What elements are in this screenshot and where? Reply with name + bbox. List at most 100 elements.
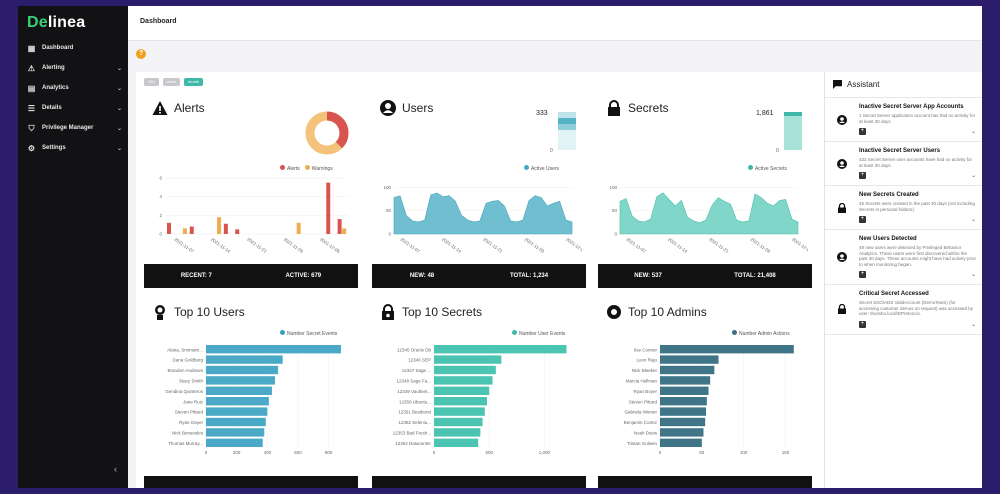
user-badge-icon [155, 305, 165, 320]
shield-icon: ⛉ [28, 123, 35, 133]
secrets-count: 1,861 [756, 110, 774, 117]
alerts-recent: RECENT: 7 [180, 273, 212, 279]
data-bar [660, 365, 715, 375]
x-tick-label: 500 [485, 450, 493, 455]
top-admins-footer [598, 476, 812, 488]
assistant-item[interactable]: New Secrets Created 45 Secrets were creat… [825, 186, 982, 230]
assistant-item[interactable]: New Users Detected 48 new users were dete… [825, 230, 982, 285]
sidebar-nav: ▦ Dashboard ⚠ Alerting ⌄ ▤ Analytics ⌄ ☰ Details ⌄… [18, 38, 128, 158]
collapse-sidebar-icon[interactable]: ‹ [114, 464, 117, 474]
data-bar [660, 417, 706, 427]
add-icon[interactable]: + [859, 320, 866, 328]
data-bar [434, 438, 479, 447]
assistant-item-title: New Secrets Created [859, 192, 919, 198]
chevron-down-icon[interactable]: ⌄ [970, 129, 976, 135]
x-tick-label: 2021-11-28 [524, 237, 546, 254]
top-users-footer [144, 476, 358, 488]
row-label: Noah Davis [634, 430, 658, 435]
data-bar [206, 355, 283, 364]
warning-bar [296, 222, 301, 234]
users-area-chart: 0 50 100 2021-11-07 2021-11-14 2021-11-21 2021… [383, 185, 582, 254]
alerts-stat-bar: RECENT: 7 ACTIVE: 679 [144, 264, 358, 288]
x-tick-label: 100 [740, 450, 748, 455]
chip-month[interactable]: month [184, 78, 204, 86]
assistant-item-title: Inactive Secret Server App Accounts [859, 104, 964, 110]
warning-icon [152, 101, 168, 115]
x-tick-label: 2021-11-14 [667, 237, 689, 254]
user-icon [837, 158, 847, 169]
sidebar-item-details[interactable]: ☰ Details ⌄ [27, 103, 122, 113]
users-stat-bar: NEW: 48 TOTAL: 1,234 [372, 264, 586, 288]
chevron-down-icon: ⌄ [116, 105, 122, 112]
data-bar [434, 386, 490, 395]
assistant-header: Assistant [825, 72, 982, 98]
chevron-down-icon[interactable]: ⌄ [970, 321, 976, 328]
add-icon[interactable]: + [859, 172, 866, 179]
row-label: Marcia Hellman [626, 378, 658, 383]
assistant-item[interactable]: Inactive Secret Server Users 433 Secret S… [825, 142, 982, 186]
alerts-active: ACTIVE: 679 [285, 273, 322, 279]
x-tick-label: 2021-11-07 [173, 237, 195, 254]
alerts-legend: Alerts Warnings [280, 165, 333, 172]
row-label: Brandon Andrews [167, 368, 203, 373]
alert-bar [189, 226, 194, 234]
warning-bar [217, 217, 222, 234]
row-label: Alana, Smirnam... [167, 347, 203, 352]
data-bar [434, 407, 485, 416]
sidebar-item-dashboard[interactable]: ▦ Dashboard [27, 43, 74, 53]
row-label: Ryan Boyer [633, 389, 657, 394]
x-tick-label: 200 [233, 450, 241, 455]
chevron-down-icon[interactable]: ⌄ [970, 272, 976, 278]
data-bar [434, 376, 493, 385]
sidebar-item-analytics[interactable]: ▤ Analytics ⌄ [27, 83, 122, 93]
assistant-item[interactable]: Critical Secret Accessed Secret SSO\ADS V… [825, 285, 982, 335]
data-bar [206, 376, 275, 385]
sidebar-item-settings[interactable]: ⚙ Settings ⌄ [27, 143, 122, 153]
users-title: Users [380, 100, 433, 116]
data-bar [660, 386, 709, 395]
chip-24h[interactable]: 24h [144, 78, 159, 86]
data-bar [660, 355, 719, 364]
x-tick-label: 50 [699, 450, 705, 455]
alert-bar [337, 219, 342, 234]
sidebar-item-alerting[interactable]: ⚠ Alerting ⌄ [27, 63, 122, 73]
x-tick-label: 0 [433, 450, 436, 455]
secrets-legend: Active Secrets [748, 165, 787, 172]
sidebar: Delinea ▦ Dashboard ⚠ Alerting ⌄ ▤ Analytics ⌄ ☰… [18, 6, 128, 488]
chevron-down-icon[interactable]: ⌄ [970, 217, 976, 223]
data-bar [206, 407, 268, 416]
data-bar [660, 428, 704, 437]
alerts-bar-chart: 0 2 4 6 2021-11-07 2021-11-14 2021-11-21 2021-1… [159, 176, 348, 254]
assistant-item-desc: Secret SSO\ADS ValidAccount (DemoTeam) (… [859, 300, 974, 316]
chevron-down-icon: ⌄ [116, 145, 122, 152]
alert-bar [223, 223, 228, 234]
row-label: Nick Bleeker [632, 368, 658, 373]
add-icon[interactable]: + [859, 216, 866, 223]
x-tick-label: 2021-11-07 [399, 237, 421, 254]
row-label: 12353 Bad Fresh... [393, 430, 431, 435]
assistant-item[interactable]: Inactive Secret Server App Accounts 1 Sec… [825, 98, 982, 142]
chip-week[interactable]: week [162, 78, 181, 86]
time-range-chips: 24h week month [144, 78, 204, 86]
sidebar-item-privilege-manager[interactable]: ⛉ Privilege Manager ⌄ [28, 123, 123, 133]
add-icon[interactable]: + [859, 128, 866, 135]
chevron-down-icon[interactable]: ⌄ [970, 173, 976, 179]
alerts-donut-chart [305, 111, 349, 155]
secrets-title: Secrets [606, 100, 669, 116]
warning-icon: ⚠ [27, 63, 36, 73]
y-tick-label: 0 [159, 232, 162, 237]
brand-logo[interactable]: Delinea [27, 14, 86, 31]
chevron-down-icon: ⌄ [116, 65, 122, 72]
assistant-item-title: Inactive Secret Server Users [859, 148, 941, 154]
chevron-down-icon: ⌄ [116, 85, 122, 92]
assistant-item-desc: 48 new users were detected by Privileged… [859, 245, 976, 267]
page-title: Dashboard [140, 18, 177, 25]
row-label: 12352 Seleniu... [398, 420, 431, 425]
help-icon[interactable]: ? [136, 49, 146, 59]
top-secrets-bar-chart: 0 500 1,000 12345 Oracle Db 12346 SEP 12347 S… [393, 344, 567, 455]
row-label: 12354 Datacenter [395, 441, 431, 446]
add-icon[interactable]: + [859, 271, 866, 278]
area-series [393, 192, 573, 235]
assistant-list: Inactive Secret Server App Accounts 1 Sec… [825, 98, 982, 335]
row-label: Ryan Gayer [179, 420, 204, 425]
